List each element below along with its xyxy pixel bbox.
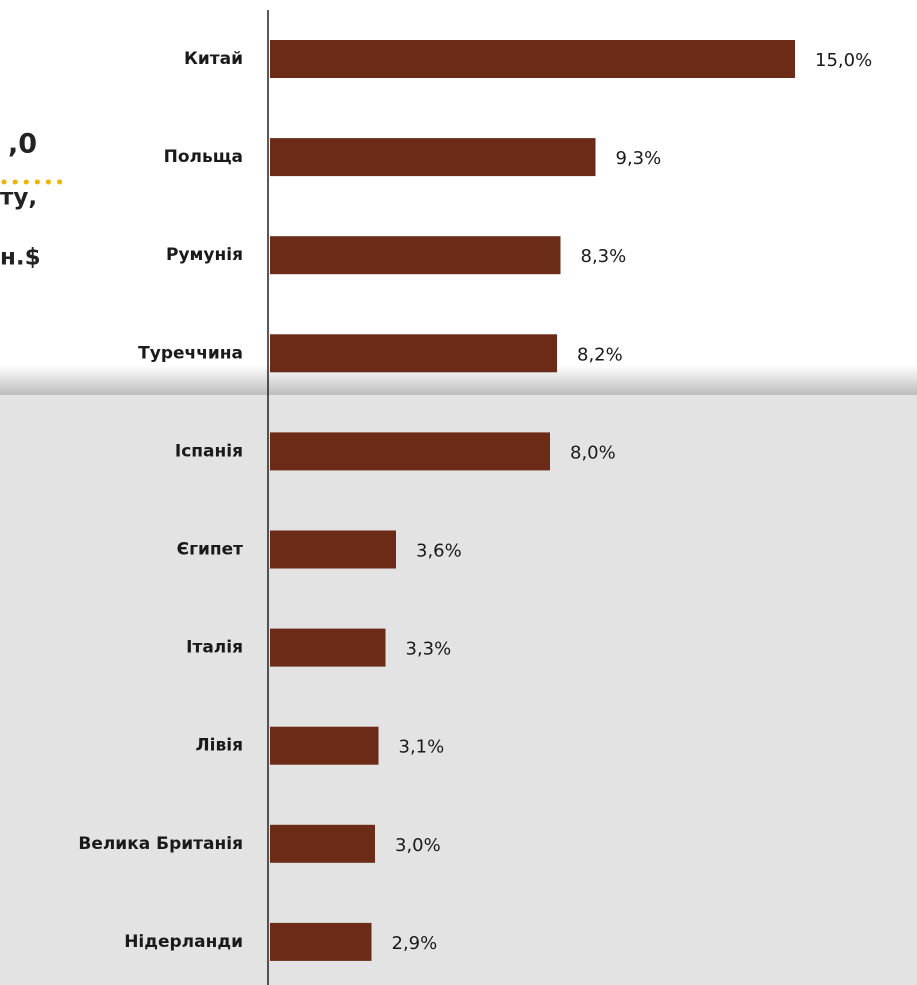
value-label: 3,3% — [406, 639, 452, 660]
value-label: 3,6% — [416, 541, 462, 562]
value-label: 15,0% — [815, 50, 872, 71]
bar — [270, 432, 550, 471]
category-label: Іспанія — [175, 441, 243, 461]
value-label: 8,3% — [581, 246, 627, 267]
bar — [270, 824, 375, 863]
value-label: 3,1% — [399, 737, 445, 758]
bar — [270, 922, 372, 961]
category-label: Туреччина — [138, 343, 243, 363]
category-label: Італія — [186, 638, 243, 658]
value-label: 8,0% — [570, 442, 616, 463]
category-label: Єгипет — [177, 540, 244, 560]
category-label: Велика Британія — [78, 834, 243, 854]
bar — [270, 138, 596, 177]
category-label: Румунія — [166, 245, 243, 265]
bar — [270, 40, 795, 78]
panel — [0, 395, 917, 985]
value-label: 2,9% — [392, 933, 438, 954]
bar — [270, 530, 396, 569]
fragment: ,0 — [8, 129, 37, 160]
fragment: ту, — [0, 185, 37, 211]
fragment: н.$ — [0, 245, 41, 271]
category-label: Лівія — [196, 736, 243, 756]
value-label: 9,3% — [616, 148, 662, 169]
category-label: Польща — [164, 147, 243, 167]
value-label: 3,0% — [395, 835, 441, 856]
category-label: Китай — [184, 49, 243, 69]
bar — [270, 726, 379, 765]
bar — [270, 236, 561, 275]
bar — [270, 334, 557, 373]
bar — [270, 628, 386, 667]
value-label: 8,2% — [577, 344, 623, 365]
category-label: Нідерланди — [124, 932, 243, 952]
